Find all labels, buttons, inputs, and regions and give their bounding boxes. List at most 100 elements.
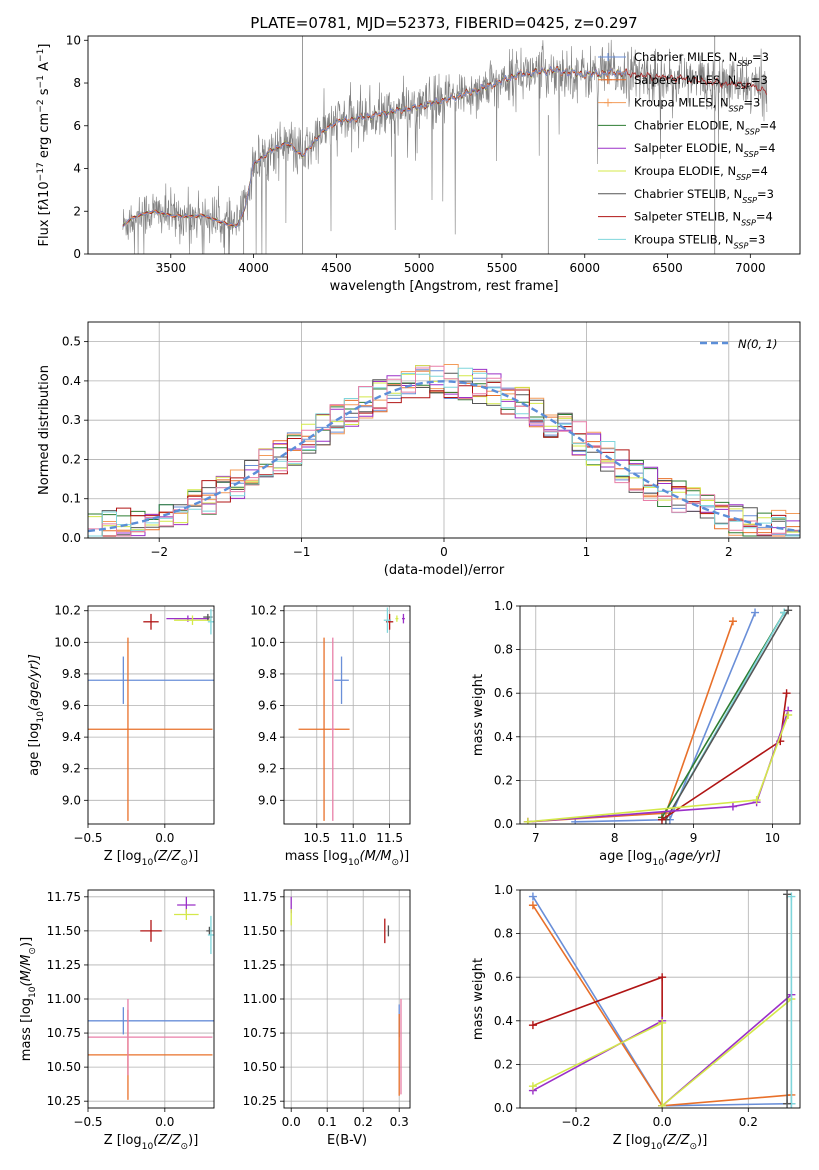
- x-axis-label: (data-model)/error: [384, 563, 505, 578]
- x-tick-label: 6500: [652, 261, 683, 275]
- y-axis-label: age [log10(age/yr)]: [27, 654, 46, 776]
- x-axis-label: mass [log10(M/M⊙)]: [285, 849, 409, 868]
- y-axis-label-part: −2: [36, 99, 46, 112]
- x-tick-label: 0.0: [155, 1115, 174, 1129]
- x-axis-label: E(B-V): [327, 1133, 367, 1148]
- legend-tail: =4: [751, 164, 768, 178]
- legend-text: Kroupa STELIB, N: [634, 232, 734, 246]
- x-axis-label: Z [log10(Z/Z⊙)]: [104, 1133, 199, 1152]
- legend-label: N(0, 1): [738, 337, 778, 351]
- y-tick-label: 9.6: [62, 699, 81, 713]
- y-tick-label: 2: [73, 204, 81, 218]
- x-tick-label: 11.0: [340, 831, 367, 845]
- y-tick-label: 10: [66, 33, 81, 47]
- x-tick-label: 9: [690, 831, 698, 845]
- x-tick-label: 3500: [156, 261, 187, 275]
- y-tick-label: 11.75: [47, 890, 81, 904]
- y-tick-label: 4: [73, 162, 81, 176]
- legend-tail: =4: [758, 141, 775, 155]
- x-axis-label-part: ⊙: [391, 858, 399, 868]
- y-tick-label: 11.50: [47, 924, 81, 938]
- legend-text: Chabrier MILES, N: [634, 50, 737, 64]
- legend-tail: =3: [743, 96, 760, 110]
- y-tick-label: 9.2: [258, 762, 277, 776]
- figure-title: PLATE=0781, MJD=52373, FIBERID=0425, z=0…: [250, 14, 637, 32]
- y-tick-label: 8: [73, 76, 81, 90]
- x-tick-label: 1: [583, 545, 591, 559]
- series-marker: [528, 1082, 537, 1091]
- series-marker: [523, 817, 532, 824]
- legend-marker: [604, 98, 612, 107]
- axes-frame: [87, 889, 215, 1109]
- legend-tail: =3: [751, 73, 768, 87]
- legend-text: Kroupa MILES, N: [634, 96, 729, 110]
- x-tick-label: 10.5: [303, 831, 330, 845]
- x-axis-label-part: )]: [188, 1133, 198, 1148]
- y-tick-label: 9.6: [258, 699, 277, 713]
- y-axis-label-part: ⊙: [28, 947, 38, 955]
- x-tick-label: 6000: [569, 261, 600, 275]
- y-tick-label: 0.5: [62, 335, 81, 349]
- y-axis-label: mass [log10(M/M⊙)]: [19, 937, 38, 1061]
- legend-label: Chabrier MILES, NSSP=3: [634, 50, 769, 68]
- y-axis-label-part: −1: [36, 49, 46, 62]
- x-axis-label-part: 10: [142, 1142, 154, 1152]
- panel-age_vs_mass: 10.5 11.0 11.5 9.0 9.2 9.4 9.6 9.8 10.0 10.2 mass …: [250, 604, 411, 868]
- y-tick-label: 10.50: [243, 1060, 277, 1074]
- x-axis-label-part: mass [log: [285, 849, 348, 864]
- x-axis-label-part: ⊙: [181, 1142, 189, 1152]
- x-tick-label: 5000: [404, 261, 435, 275]
- legend-sub: SSP: [729, 104, 744, 113]
- model-spectrum-salpeter_stelib: [122, 66, 767, 227]
- y-tick-label: 11.00: [243, 992, 277, 1006]
- y-tick-label: 10.75: [243, 1026, 277, 1040]
- legend-label: Salpeter ELODIE, NSSP=4: [634, 141, 775, 159]
- y-tick-label: 9.4: [258, 730, 277, 744]
- x-axis-label-part: (age/yr)]: [664, 849, 721, 864]
- x-axis-label-part: )]: [188, 849, 198, 864]
- x-tick-label: 0.0: [653, 1115, 672, 1129]
- y-tick-label: 1.0: [494, 883, 513, 897]
- y-tick-label: 0.2: [494, 1057, 513, 1071]
- x-tick-label: −0.5: [73, 1115, 102, 1129]
- y-axis-label-part: (M/M: [19, 955, 34, 987]
- x-tick-label: 11.5: [376, 831, 403, 845]
- series-line: [527, 710, 789, 823]
- x-axis-label-part: (Z/Z: [662, 1133, 690, 1148]
- y-tick-label: 1.0: [494, 599, 513, 613]
- x-tick-label: 7: [532, 831, 540, 845]
- series-marker: [728, 802, 737, 811]
- x-tick-label: 2: [725, 545, 733, 559]
- y-tick-label: 0.6: [494, 970, 513, 984]
- x-axis-label-part: ⊙: [181, 858, 189, 868]
- legend-label: Kroupa ELODIE, NSSP=4: [634, 164, 768, 182]
- legend-text: Salpeter ELODIE, N: [634, 141, 744, 155]
- x-tick-label: 8: [611, 831, 619, 845]
- y-axis-label-part: λ: [37, 198, 52, 207]
- series-marker: [783, 890, 792, 899]
- x-axis-label-part: Z [log: [104, 1133, 142, 1148]
- series-line: [575, 612, 756, 823]
- y-axis-label-part: 10: [28, 986, 38, 998]
- y-axis-label-part: (age/yr)]: [27, 654, 42, 711]
- x-tick-label: −2: [150, 545, 168, 559]
- x-tick-label: 0: [440, 545, 448, 559]
- legend-label: Salpeter STELIB, NSSP=4: [634, 210, 773, 228]
- plot-area: [528, 890, 796, 1108]
- legend-text: Chabrier STELIB, N: [634, 187, 742, 201]
- legend-text: Chabrier ELODIE, N: [634, 118, 745, 132]
- series-marker: [784, 606, 793, 615]
- y-tick-label: 0.1: [62, 492, 81, 506]
- legend-label: Kroupa MILES, NSSP=3: [634, 96, 760, 114]
- y-tick-label: 11.75: [243, 890, 277, 904]
- y-tick-label: 0.6: [494, 686, 513, 700]
- histogram-step: [88, 365, 800, 537]
- legend-tail: =3: [748, 232, 765, 246]
- y-tick-label: 9.4: [62, 730, 81, 744]
- series-marker: [787, 892, 796, 901]
- legend-sub: SSP: [736, 81, 751, 90]
- y-axis-label: mass weight: [471, 674, 486, 756]
- y-tick-label: 0.8: [494, 643, 513, 657]
